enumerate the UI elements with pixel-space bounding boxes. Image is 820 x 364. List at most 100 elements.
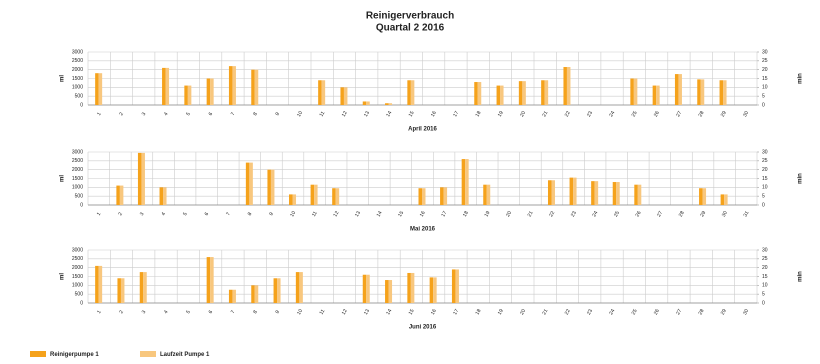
x-tick-label: 15 (397, 210, 405, 218)
bar (455, 269, 459, 303)
bar (573, 177, 577, 205)
bar (591, 181, 595, 205)
y2-tick-label: 30 (762, 49, 768, 55)
bar (702, 188, 707, 205)
bar (630, 78, 634, 105)
y-tick-label: 0 (80, 300, 83, 306)
bar (719, 80, 724, 105)
y-axis-label: ml (60, 75, 66, 82)
bar (500, 85, 504, 105)
x-tick-label: 2 (118, 111, 125, 117)
bar (137, 152, 142, 205)
x-tick-label: 17 (452, 110, 460, 118)
bar (522, 81, 526, 105)
y-tick-label: 500 (75, 291, 84, 297)
bar (551, 180, 555, 205)
bar (165, 67, 170, 105)
bar (98, 73, 103, 105)
bar (332, 188, 336, 205)
bar (451, 269, 456, 303)
x-tick-label: 8 (252, 111, 259, 117)
x-tick-label: 14 (385, 110, 393, 118)
x-tick-label: 24 (608, 110, 616, 118)
y-tick-label: 2500 (72, 58, 83, 64)
bar (496, 85, 501, 105)
x-tick-label: 19 (497, 110, 505, 118)
bar (310, 184, 315, 205)
x-tick-label: 8 (247, 211, 254, 217)
legend-swatch (140, 351, 156, 357)
x-tick-label: 20 (519, 110, 527, 118)
x-tick-label: 11 (319, 308, 327, 316)
bar (443, 187, 448, 205)
x-tick-label: 26 (653, 308, 661, 316)
bar (366, 274, 370, 303)
bar (461, 159, 466, 205)
x-tick-label: 28 (698, 110, 706, 118)
x-axis-label: April 2016 (408, 127, 437, 133)
bar (254, 285, 259, 303)
bar (474, 82, 478, 105)
x-tick-label: 2 (117, 211, 124, 217)
x-tick-label: 13 (363, 110, 371, 118)
y2-tick-label: 15 (762, 176, 768, 182)
x-tick-label: 23 (586, 308, 594, 316)
bar (563, 67, 567, 105)
y2-tick-label: 0 (762, 202, 765, 208)
x-tick-label: 14 (376, 210, 384, 218)
bar (292, 194, 297, 205)
y2-axis-label: min (798, 173, 804, 184)
y2-tick-label: 30 (762, 149, 768, 155)
x-tick-label: 5 (185, 309, 192, 315)
x-tick-label: 12 (332, 210, 340, 218)
x-tick-label: 14 (385, 308, 393, 316)
x-tick-label: 20 (505, 210, 513, 218)
x-tick-label: 28 (698, 308, 706, 316)
bar (385, 103, 389, 105)
bar (245, 162, 250, 205)
x-tick-label: 19 (497, 308, 505, 316)
x-tick-label: 25 (631, 308, 639, 316)
y2-tick-label: 5 (762, 291, 765, 297)
bar (206, 78, 211, 105)
legend-label: Reinigerpumpe 1 (50, 352, 99, 358)
x-tick-label: 10 (296, 308, 304, 316)
y-tick-label: 2000 (72, 265, 83, 271)
bar (251, 285, 255, 303)
bar (385, 280, 389, 303)
x-tick-label: 30 (742, 110, 750, 118)
y2-tick-label: 10 (762, 85, 768, 91)
bar (566, 67, 571, 105)
y2-tick-label: 20 (762, 67, 768, 73)
y-tick-label: 2000 (72, 67, 83, 73)
bar (477, 82, 482, 105)
x-tick-label: 16 (430, 308, 438, 316)
x-tick-label: 21 (541, 308, 549, 316)
bar (418, 188, 422, 205)
bar (440, 187, 444, 205)
x-tick-label: 13 (363, 308, 371, 316)
bar (273, 278, 278, 303)
x-tick-label: 5 (185, 111, 192, 117)
x-tick-label: 18 (475, 110, 483, 118)
bar (594, 181, 599, 205)
y-tick-label: 0 (80, 102, 83, 108)
bar (486, 184, 491, 205)
legend-swatch (30, 351, 46, 357)
x-tick-label: 16 (419, 210, 427, 218)
bar (254, 69, 259, 105)
x-tick-label: 9 (275, 309, 282, 315)
y-tick-label: 1500 (72, 274, 83, 280)
x-tick-label: 20 (519, 308, 527, 316)
bar (433, 277, 437, 303)
x-tick-label: 18 (475, 308, 483, 316)
x-tick-label: 3 (141, 309, 148, 315)
bar (120, 278, 125, 303)
x-tick-label: 31 (743, 210, 751, 218)
y-tick-label: 3000 (72, 247, 83, 253)
bar (277, 278, 281, 303)
x-tick-label: 3 (139, 211, 146, 217)
x-tick-label: 11 (319, 110, 327, 118)
bar (366, 101, 370, 105)
